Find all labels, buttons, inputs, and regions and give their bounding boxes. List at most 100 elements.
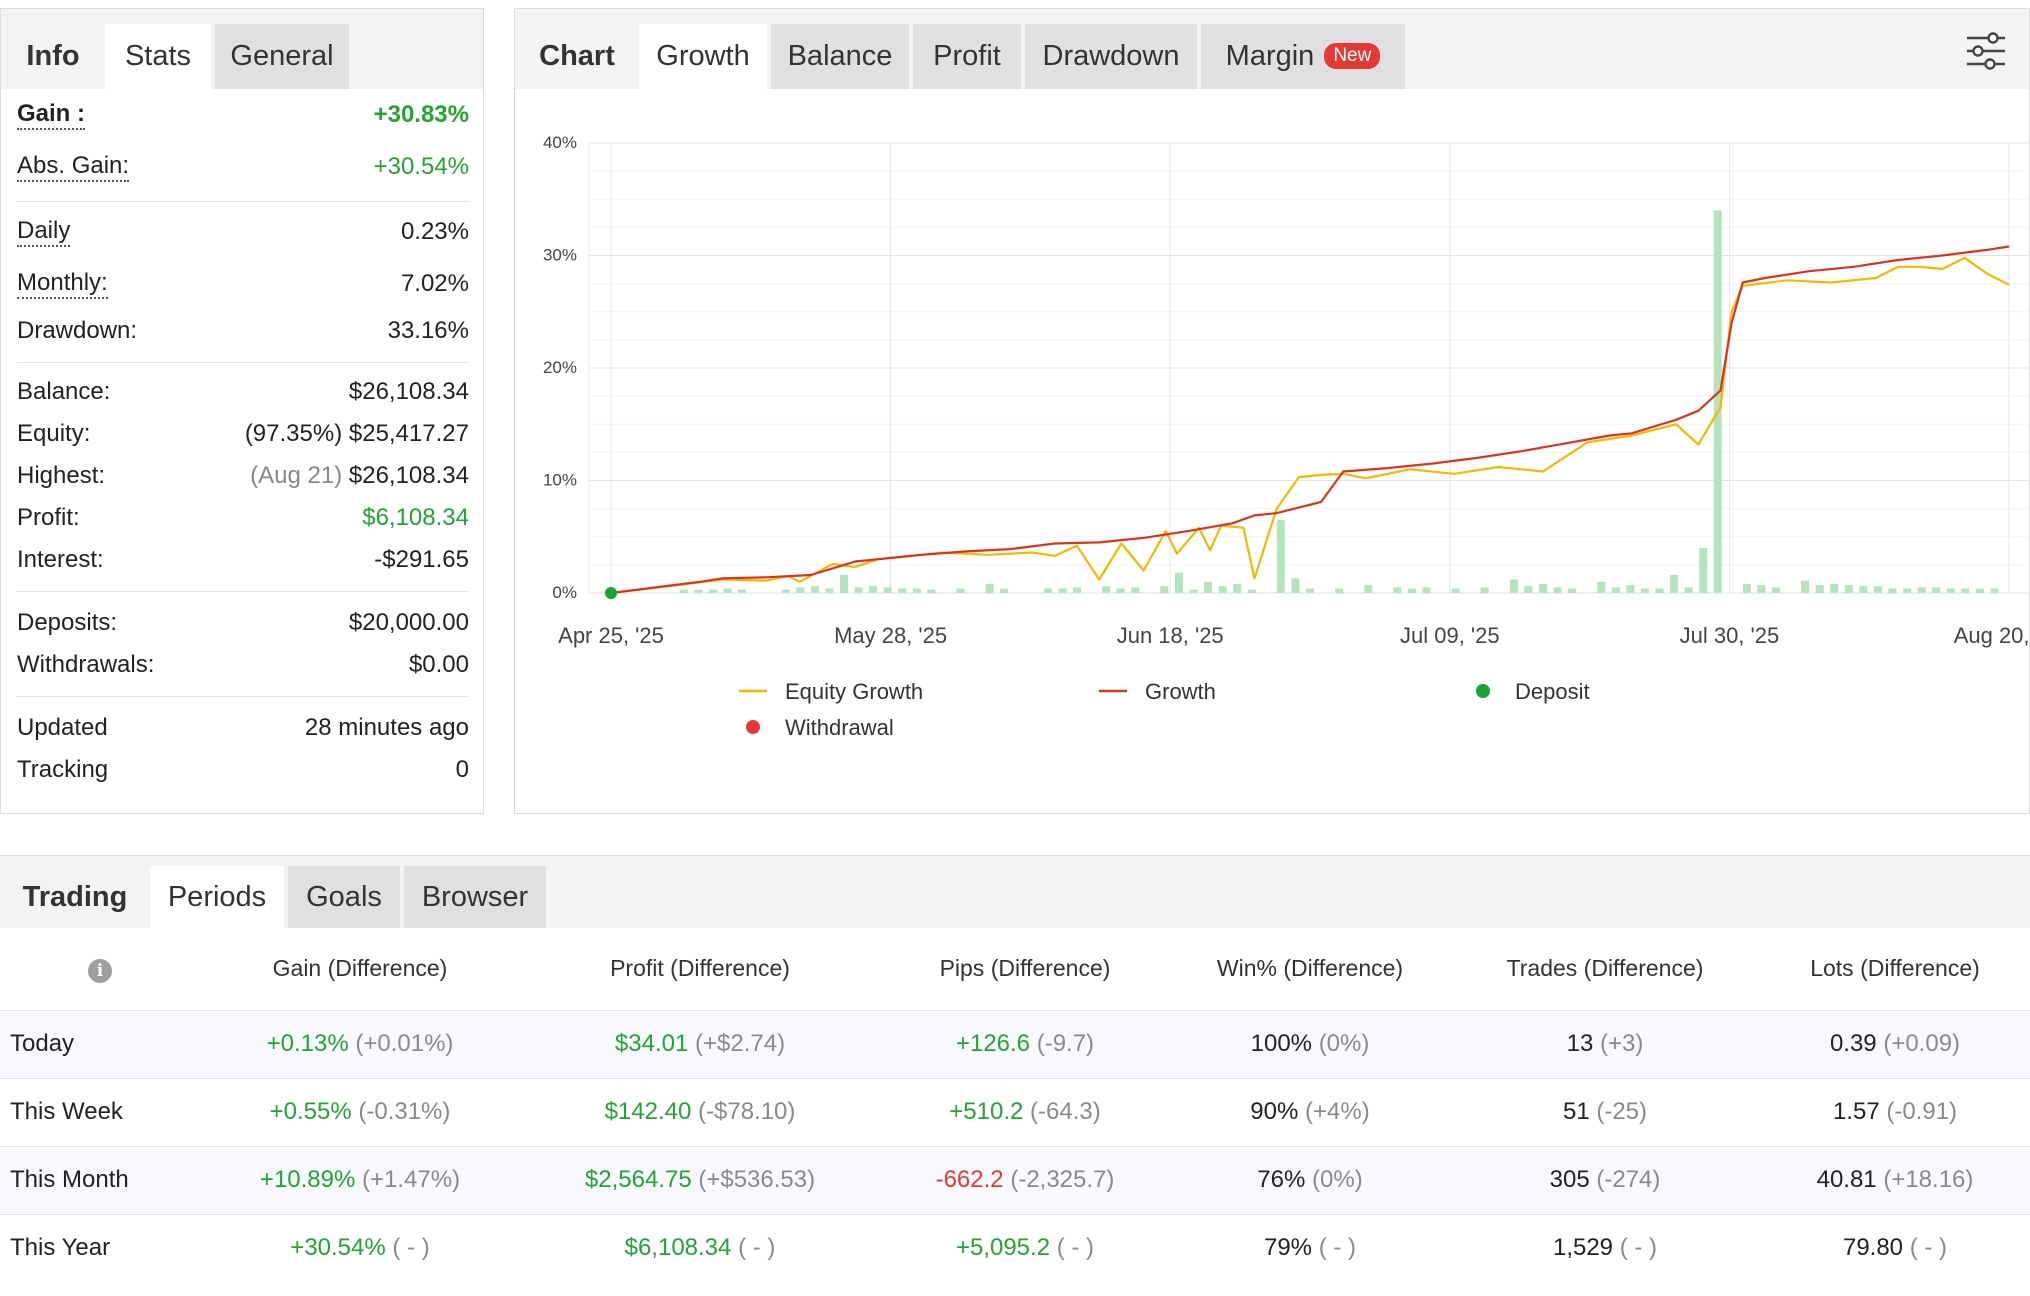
pips-diff: (-9.7)	[1036, 1030, 1095, 1057]
bar	[1160, 586, 1169, 593]
bar	[985, 584, 994, 593]
monthly-label[interactable]: Monthly:	[17, 269, 108, 299]
bar	[956, 588, 965, 593]
pips-value: +5,095.2	[955, 1234, 1051, 1262]
monthly-value: 7.02%	[400, 270, 469, 297]
info-tabs: Info Stats General	[1, 9, 483, 89]
deposits-label: Deposits:	[17, 609, 118, 636]
bar	[1975, 588, 1984, 593]
profit-cell: $142.40 (-$78.10)	[520, 1077, 880, 1146]
gain-label[interactable]: Gain :	[17, 100, 86, 130]
bar	[1757, 585, 1766, 593]
bar	[1306, 588, 1314, 593]
x-tick-label: May 28, '25	[834, 623, 947, 648]
tab-info[interactable]: Info	[1, 24, 105, 89]
info-cell: i	[0, 928, 200, 1010]
profit-value: $6,108.34	[624, 1234, 732, 1262]
interest-value: -$291.65	[374, 546, 469, 573]
tab-growth[interactable]: Growth	[639, 24, 767, 89]
legend-deposit-swatch	[1476, 684, 1490, 698]
bar	[708, 589, 717, 593]
win-cell: 79% ( - )	[1170, 1213, 1450, 1282]
bar-series	[679, 210, 1999, 593]
lots-value: 1.57	[1832, 1098, 1880, 1125]
bar	[898, 588, 907, 593]
bar	[1888, 588, 1897, 593]
tab-stats[interactable]: Stats	[105, 24, 211, 89]
bar	[1946, 588, 1955, 593]
interest-label: Interest:	[17, 546, 104, 573]
tab-balance[interactable]: Balance	[771, 24, 909, 89]
profit-diff: ( - )	[738, 1234, 776, 1262]
bar	[1640, 588, 1649, 593]
table-header: i Gain (Difference) Profit (Difference) …	[0, 928, 2030, 1010]
divider	[17, 591, 469, 592]
line-series	[605, 245, 2010, 599]
balance-value: $26,108.34	[348, 378, 469, 405]
gain-cell: +0.55% (-0.31%)	[200, 1077, 520, 1146]
tracking-label: Tracking	[17, 756, 109, 783]
gain-diff: (+0.01%)	[355, 1030, 454, 1057]
y-tick-label: 0%	[552, 583, 577, 602]
daily-value: 0.23%	[400, 218, 469, 245]
lots-diff: (+18.16)	[1883, 1166, 1974, 1193]
x-tick-label: Jul 09, '25	[1400, 623, 1500, 648]
bar	[1335, 588, 1344, 593]
daily-label[interactable]: Daily	[17, 217, 71, 247]
updated-label: Updated	[17, 714, 108, 741]
tab-general[interactable]: General	[215, 24, 349, 89]
x-tick-label: Jul 30, '25	[1680, 623, 1780, 648]
bar	[1932, 587, 1941, 593]
table-row: This Month +10.89% (+1.47%) $2,564.75 (+$5…	[0, 1145, 2030, 1214]
profit-value: $34.01	[614, 1030, 689, 1057]
column-header-profit: Profit (Difference)	[610, 955, 790, 982]
profit-diff: (+$2.74)	[695, 1030, 786, 1057]
lots-value: 0.39	[1829, 1030, 1877, 1057]
tab-margin[interactable]: Margin New	[1201, 24, 1405, 89]
sliders-icon[interactable]	[1965, 31, 2007, 71]
drawdown-value: 33.16%	[387, 317, 469, 344]
lots-diff: ( - )	[1909, 1234, 1948, 1262]
pips-cell: -662.2 (-2,325.7)	[880, 1145, 1170, 1214]
updated-value: 28 minutes ago	[304, 714, 469, 741]
gain-value: +0.13%	[266, 1030, 349, 1057]
abs-gain-label[interactable]: Abs. Gain:	[17, 152, 130, 182]
trades-value: 13	[1566, 1030, 1594, 1057]
chart-legend: Equity Growth Growth Deposit Withdrawal	[739, 679, 1590, 740]
bar	[927, 589, 936, 593]
trades-cell: 51 (-25)	[1450, 1077, 1760, 1146]
win-diff: (+4%)	[1305, 1098, 1370, 1125]
info-icon[interactable]: i	[88, 958, 112, 983]
legend-equity-label: Equity Growth	[785, 679, 923, 704]
bar	[1102, 586, 1111, 593]
bar	[1670, 575, 1679, 593]
tracking-value: 0	[455, 756, 469, 783]
bar	[1233, 584, 1242, 593]
equity-percent: (97.35%)	[244, 420, 343, 447]
tab-periods[interactable]: Periods	[150, 866, 284, 928]
table-row: Today +0.13% (+0.01%) $34.01 (+$2.74) +126.…	[0, 1009, 2030, 1078]
legend-growth-label: Growth	[1145, 679, 1216, 704]
tab-drawdown[interactable]: Drawdown	[1025, 24, 1197, 89]
bar	[912, 588, 921, 593]
gain-value: +30.54%	[290, 1234, 386, 1262]
bar	[1524, 586, 1533, 593]
tab-goals[interactable]: Goals	[288, 866, 400, 928]
tab-profit[interactable]: Profit	[913, 24, 1021, 89]
withdrawals-label: Withdrawals:	[17, 651, 155, 678]
bar	[854, 587, 863, 593]
bar	[1509, 579, 1518, 593]
new-badge: New	[1324, 42, 1381, 69]
tab-trading[interactable]: Trading	[0, 866, 150, 928]
equity-row: Equity: (97.35%) $25,417.27	[17, 413, 469, 455]
win-cell: 90% (+4%)	[1170, 1077, 1450, 1146]
trades-diff: (-274)	[1596, 1166, 1661, 1193]
bar	[738, 589, 747, 593]
interest-row: Interest: -$291.65	[17, 539, 469, 581]
bar	[883, 587, 892, 593]
abs-gain-row: Abs. Gain: +30.54%	[17, 141, 469, 193]
tab-browser[interactable]: Browser	[404, 866, 546, 928]
legend-withdrawal-swatch	[746, 720, 760, 734]
lots-diff: (-0.91)	[1886, 1098, 1958, 1125]
balance-row: Balance: $26,108.34	[17, 371, 469, 413]
